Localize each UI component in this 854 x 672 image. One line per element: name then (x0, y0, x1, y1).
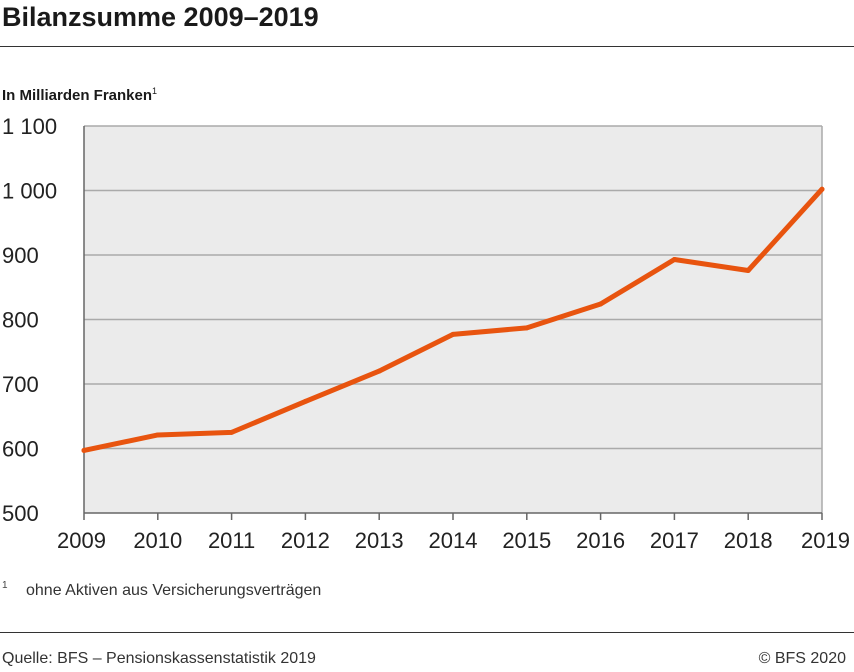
data-point (155, 432, 161, 438)
y-tick-label: 800 (2, 308, 39, 333)
y-tick-label: 700 (2, 372, 39, 397)
x-tick-label: 2017 (650, 528, 699, 553)
data-point (450, 331, 456, 337)
data-point (671, 257, 677, 263)
source-text: Quelle: BFS – Pensionskassenstatistik 20… (2, 650, 316, 667)
x-tick-label: 2010 (133, 528, 182, 553)
y-tick-label: 600 (2, 437, 39, 462)
line-chart: 500 600 700 800 900 1 000 1 100 2009 2010 2011 201… (2, 114, 850, 553)
x-tick-label: 2011 (208, 528, 255, 553)
unit-label-text: In Milliarden Franken (2, 87, 153, 104)
x-tick-label: 2015 (502, 528, 551, 553)
y-tick-label: 1 000 (2, 179, 57, 204)
data-point (229, 429, 235, 435)
data-point (302, 398, 308, 404)
title-divider (0, 46, 854, 47)
unit-footnote-marker: 1 (152, 86, 158, 96)
x-tick-label: 2018 (724, 528, 773, 553)
y-tick-label: 500 (2, 501, 39, 526)
data-point (376, 368, 382, 374)
footer-divider (0, 632, 854, 633)
footnote-marker: 1 (2, 580, 8, 591)
data-point (598, 301, 604, 307)
x-tick-label: 2013 (355, 528, 404, 553)
footnote-text: ohne Aktiven aus Versicherungsverträgen (26, 582, 322, 599)
unit-label: In Milliarden Franken1 (2, 86, 157, 104)
copyright-text: © BFS 2020 (758, 650, 846, 667)
data-point (819, 186, 825, 192)
data-point (81, 447, 87, 453)
data-point (524, 325, 530, 331)
x-tick-label: 2019 (801, 528, 850, 553)
y-tick-label: 900 (2, 243, 39, 268)
data-point (745, 267, 751, 273)
y-tick-label: 1 100 (2, 114, 57, 139)
x-tick-label: 2009 (57, 528, 106, 553)
x-tick-label: 2014 (429, 528, 478, 553)
chart-title: Bilanzsumme 2009–2019 (2, 2, 319, 32)
x-tick-label: 2016 (576, 528, 625, 553)
x-tick-label: 2012 (281, 528, 330, 553)
